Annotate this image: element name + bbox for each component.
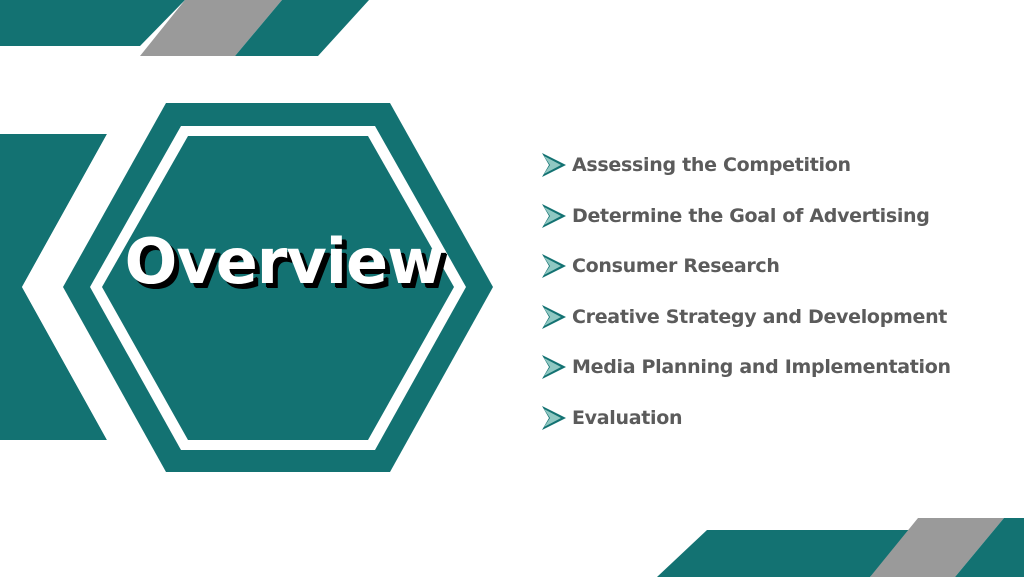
list-item: Assessing the Competition [540, 140, 951, 191]
left-teal-band [0, 134, 107, 440]
bottom-gray-stripe [870, 518, 1004, 577]
list-item: Creative Strategy and Development [540, 292, 951, 343]
overview-hexagon [63, 103, 493, 472]
bottom-teal-stripe [955, 518, 1024, 577]
top-gray-stripe [140, 0, 282, 56]
chevron-arrow-icon [542, 405, 566, 430]
agenda-item-label: Evaluation [572, 406, 683, 429]
chevron-arrow-icon [542, 153, 566, 178]
chevron-arrow-icon [542, 304, 566, 329]
list-item: Determine the Goal of Advertising [540, 191, 951, 242]
agenda-item-label: Consumer Research [572, 255, 780, 278]
list-item: Media Planning and Implementation [540, 342, 951, 393]
chevron-arrow-icon [542, 203, 566, 228]
slide-title: Overview [124, 225, 445, 298]
agenda-list: Assessing the Competition Determine the … [540, 140, 951, 443]
chevron-arrow-icon [542, 355, 566, 380]
list-item: Evaluation [540, 393, 951, 444]
top-teal-stripe [235, 0, 369, 56]
agenda-item-label: Determine the Goal of Advertising [572, 204, 930, 227]
agenda-item-label: Creative Strategy and Development [572, 305, 948, 328]
list-item: Consumer Research [540, 241, 951, 292]
chevron-arrow-icon [542, 254, 566, 279]
bottom-teal-bar [657, 530, 918, 577]
agenda-item-label: Media Planning and Implementation [572, 356, 951, 379]
top-teal-bar [0, 0, 185, 46]
agenda-item-label: Assessing the Competition [572, 154, 851, 177]
left-band-gap [22, 134, 125, 440]
